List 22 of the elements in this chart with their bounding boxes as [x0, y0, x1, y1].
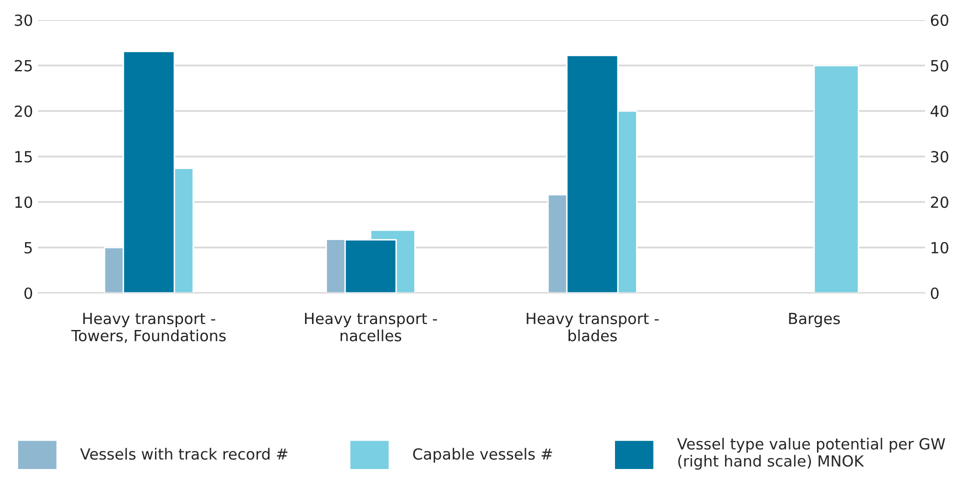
x-tick-label: Barges — [789, 312, 840, 328]
y-tick-label: 20 — [14, 105, 32, 118]
y-tick-label: 10 — [15, 196, 32, 208]
y-tick-label: 15 — [15, 151, 32, 163]
y-tick-label: 25 — [14, 60, 32, 72]
y2-tick-label: 60 — [930, 14, 948, 26]
y2-tick-label: 20 — [930, 196, 948, 208]
y-tick-label: 30 — [14, 14, 32, 26]
legend-label: Vessel type value potential per GW (right hand scale) MNOK — [677, 438, 946, 470]
y2-tick-label: 30 — [931, 150, 948, 163]
x-tick-label: Heavy transport - blades — [526, 312, 659, 342]
y-tick-label: 5 — [24, 242, 32, 254]
y2-tick-label: 40 — [930, 105, 948, 118]
bar — [813, 64, 860, 293]
y-tick-label: 0 — [24, 287, 32, 300]
y2-tick-label: 10 — [932, 242, 948, 254]
y2-tick-label: 0 — [930, 287, 939, 300]
x-tick-label: Heavy transport - nacelles — [305, 312, 437, 342]
legend-label: Capable vessels # — [413, 448, 552, 463]
y2-tick-label: 50 — [931, 60, 948, 72]
x-tick-label: Heavy transport - Towers, Foundations — [71, 312, 226, 343]
legend-label: Vessels with track record # — [80, 448, 288, 460]
